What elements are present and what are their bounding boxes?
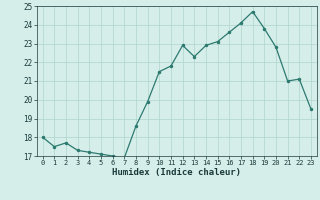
X-axis label: Humidex (Indice chaleur): Humidex (Indice chaleur)	[112, 168, 241, 177]
